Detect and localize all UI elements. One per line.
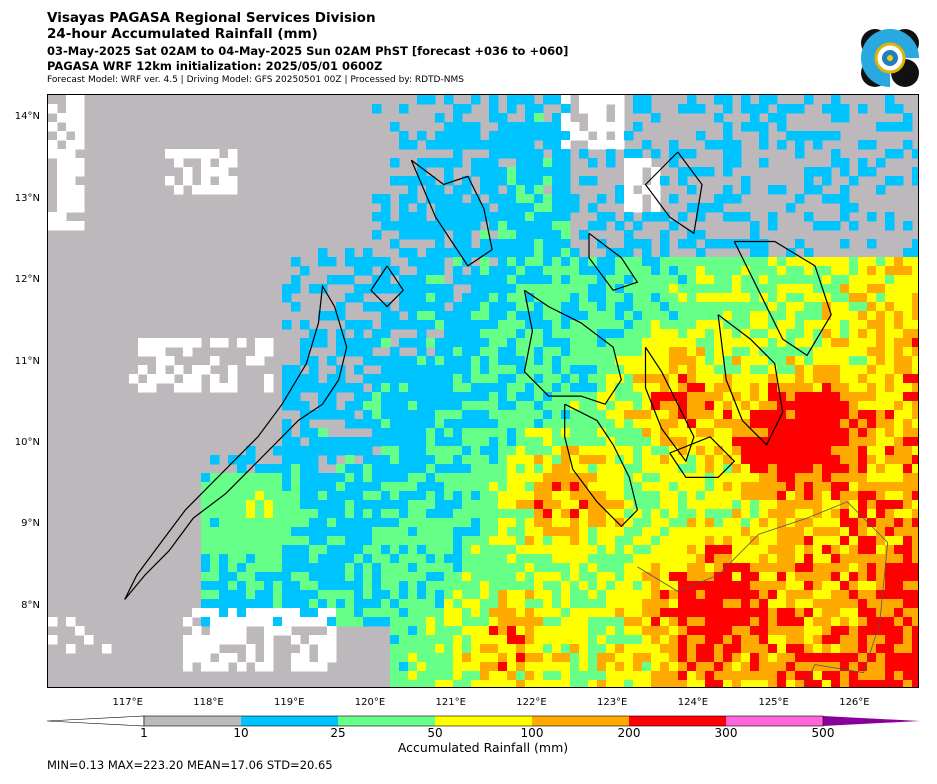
longitude-label: 123°E — [596, 697, 628, 708]
colorbar — [47, 715, 920, 727]
latitude-label: 10°N — [14, 436, 40, 448]
colorbar-segment — [532, 716, 629, 726]
colorbar-tick-label: 200 — [617, 726, 641, 740]
pagasa-seal-icon — [861, 29, 919, 87]
colorbar-segment — [435, 716, 532, 726]
longitude-label: 122°E — [516, 697, 547, 708]
colorbar-tick-label: 100 — [520, 726, 544, 740]
longitude-label: 126°E — [839, 697, 870, 708]
colorbar-tick-label: 300 — [714, 726, 738, 740]
rainfall-grid — [48, 95, 918, 687]
colorbar-tick-label: 1 — [140, 726, 148, 740]
colorbar-segment — [338, 716, 435, 726]
colorbar-tick-label: 50 — [427, 726, 443, 740]
colorbar-segment — [241, 716, 338, 726]
latitude-label: 8°N — [21, 599, 40, 611]
longitude-label: 117°E — [112, 697, 143, 708]
colorbar-max-extend — [823, 716, 920, 726]
latitude-label: 9°N — [21, 518, 40, 530]
colorbar-min-extend — [47, 715, 145, 727]
longitude-label: 119°E — [274, 697, 305, 708]
map-title: Visayas PAGASA Regional Services Divisio… — [47, 10, 376, 26]
model-init: PAGASA WRF 12km initialization: 2025/05/… — [47, 59, 383, 73]
colorbar-segment — [726, 716, 823, 726]
longitude-label: 118°E — [193, 697, 224, 708]
rainfall-statistics: MIN=0.13 MAX=223.20 MEAN=17.06 STD=20.65 — [47, 758, 333, 772]
colorbar-segment — [629, 716, 726, 726]
latitude-label: 11°N — [14, 355, 40, 367]
rainfall-map — [47, 94, 919, 688]
colorbar-tick-label: 500 — [811, 726, 835, 740]
longitude-label: 121°E — [435, 697, 466, 708]
longitude-label: 124°E — [677, 697, 709, 708]
latitude-label: 14°N — [14, 111, 40, 123]
colorbar-segment — [144, 716, 241, 726]
colorbar-title: Accumulated Rainfall (mm) — [397, 740, 569, 755]
longitude-label: 120°E — [354, 697, 386, 708]
forecast-period: 03-May-2025 Sat 02AM to 04-May-2025 Sun … — [47, 44, 569, 58]
latitude-label: 12°N — [14, 274, 40, 286]
longitude-label: 125°E — [758, 697, 789, 708]
map-subtitle: 24-hour Accumulated Rainfall (mm) — [47, 26, 318, 42]
colorbar-tick-label: 10 — [233, 726, 249, 740]
colorbar-tick-label: 25 — [330, 726, 346, 740]
latitude-label: 13°N — [14, 192, 40, 204]
model-credits: Forecast Model: WRF ver. 4.5 | Driving M… — [47, 75, 464, 85]
